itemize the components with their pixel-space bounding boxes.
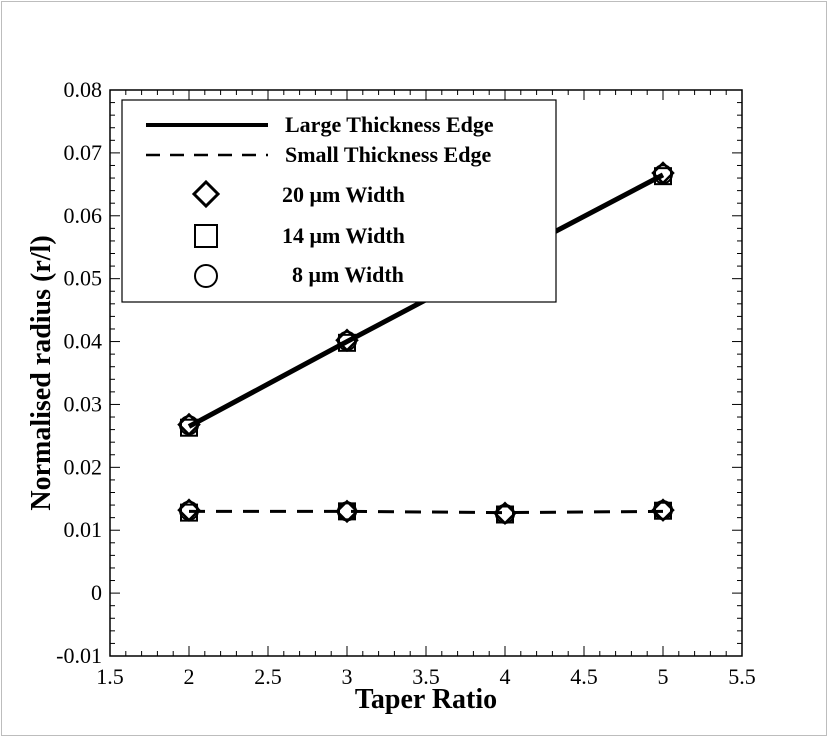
legend-diamond-marker (191, 179, 221, 209)
tick-marks (109, 89, 743, 657)
diamond-marker (651, 498, 675, 522)
y-tick-label: 0.03 (64, 391, 103, 416)
x-tick-label: 5 (658, 664, 669, 689)
x-tick-label: 3.5 (412, 664, 440, 689)
legend-box (121, 99, 557, 303)
circle-marker (495, 503, 515, 524)
y-tick-label: -0.01 (56, 643, 102, 668)
legend-label-8um: 8 μm Width (292, 262, 404, 287)
diamond-marker (335, 499, 359, 524)
x-tick-label: 2.5 (254, 664, 282, 689)
y-tick-label: 0.04 (64, 329, 103, 354)
x-axis-title: Taper Ratio (355, 684, 497, 715)
y-tick-label: 0.07 (64, 140, 103, 165)
x-tick-label: 3 (342, 664, 353, 689)
x-tick-label: 4.5 (570, 664, 598, 689)
legend-label-20um: 20 μm Width (282, 182, 405, 207)
y-tick-label: 0.02 (64, 454, 103, 479)
x-tick-label: 2 (184, 664, 195, 689)
x-tick-label: 4 (500, 664, 511, 689)
legend-label-14um: 14 μm Width (282, 223, 405, 248)
legend: Large Thickness Edge Small Thickness Edg… (121, 99, 557, 303)
circle-marker (653, 164, 673, 185)
legend-label-small: Small Thickness Edge (285, 142, 491, 167)
small-thickness-line (189, 509, 664, 515)
circle-marker (179, 415, 199, 436)
tick-labels: 1.5 2 2.5 3 3.5 4 4.5 5 5.5 -0.01 0 0.01 0.02 0.03 0.0… (56, 77, 756, 689)
x-tick-label: 5.5 (728, 664, 756, 689)
legend-square-marker (194, 224, 218, 248)
x-tick-label: 1.5 (96, 664, 124, 689)
legend-label-large: Large Thickness Edge (285, 112, 494, 137)
y-tick-label: 0.08 (64, 77, 103, 102)
y-tick-label: 0.06 (64, 203, 103, 228)
y-axis-title: Normalised radius (r/l) (26, 235, 57, 510)
legend-circle-marker (194, 264, 218, 288)
circle-marker (337, 330, 357, 351)
y-tick-label: 0.05 (64, 266, 103, 291)
circle-marker (653, 500, 673, 521)
y-tick-label: 0 (91, 580, 102, 605)
circle-marker (337, 501, 357, 522)
circle-marker (179, 500, 199, 521)
y-tick-label: 0.01 (64, 517, 103, 542)
